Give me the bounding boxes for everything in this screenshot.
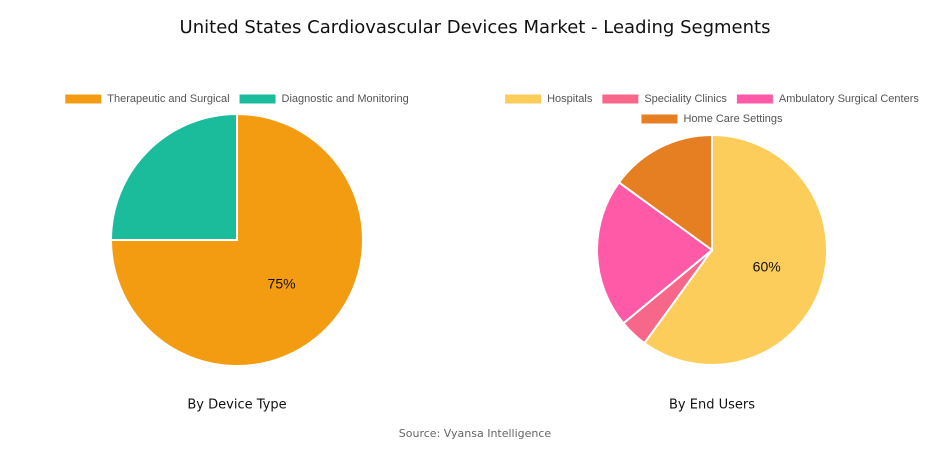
pie-slice <box>643 133 828 366</box>
legend-swatch <box>65 94 102 104</box>
chart-subtitle: By Device Type <box>187 398 286 413</box>
legend-swatch <box>239 94 276 104</box>
legend-label: Home Care Settings <box>683 113 783 125</box>
pie-slice <box>109 112 364 367</box>
value-label: 60% <box>753 258 781 274</box>
legend-label: Speciality Clinics <box>644 93 727 105</box>
chart-subtitle: By End Users <box>669 398 755 413</box>
legend-label: Therapeutic and Surgical <box>107 93 229 105</box>
legend-swatch <box>736 94 773 104</box>
legend-label: Ambulatory Surgical Centers <box>779 93 920 105</box>
value-label: 75% <box>268 275 296 291</box>
legend-swatch <box>602 94 639 104</box>
legend-swatch <box>505 94 542 104</box>
pie-slice <box>617 133 713 252</box>
legend-label: Hospitals <box>547 93 593 105</box>
pie-slice <box>109 112 238 241</box>
legend-swatch <box>641 114 678 124</box>
legend-label: Diagnostic and Monitoring <box>282 93 409 105</box>
source: Source: Vyansa Intelligence <box>399 427 552 440</box>
page-title: United States Cardiovascular Devices Mar… <box>180 17 771 38</box>
pie-slice <box>596 181 714 325</box>
